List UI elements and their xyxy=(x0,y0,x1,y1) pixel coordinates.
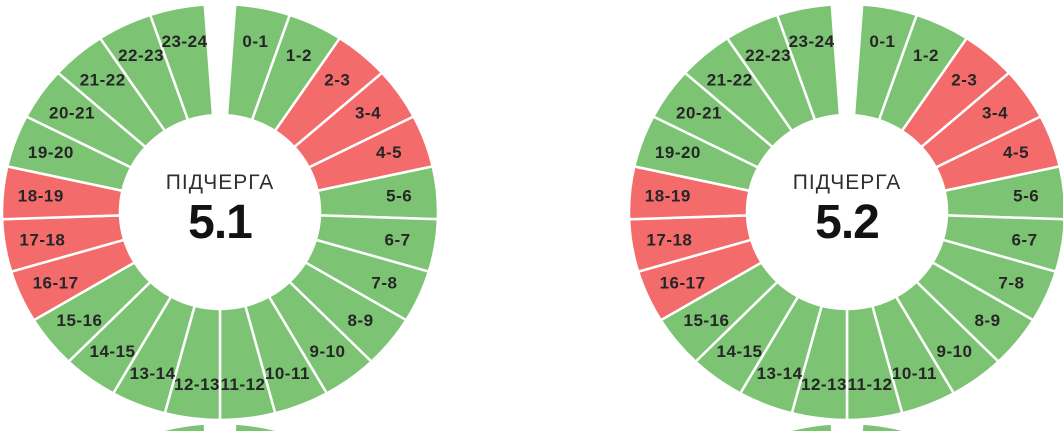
hour-label-17-18: 17-18 xyxy=(646,231,692,250)
hour-label-2-3: 2-3 xyxy=(951,71,977,90)
hour-label-5-6: 5-6 xyxy=(1013,186,1039,205)
hour-label-21-22: 21-22 xyxy=(707,71,753,90)
hour-label-19-20: 19-20 xyxy=(28,143,74,162)
next-chart-preview-segment xyxy=(782,422,834,431)
next-chart-preview-segment xyxy=(155,422,207,431)
hour-label-9-10: 9-10 xyxy=(936,342,972,361)
hour-label-10-11: 10-11 xyxy=(892,364,937,383)
donut-ring-5-1: 0-1 1-2 2-3 3-4 4-5 5-6 6-7 7-8 8-99-10 10-1111-1… xyxy=(0,3,440,431)
hour-label-5-6: 5-6 xyxy=(386,186,412,205)
hour-label-18-19: 18-19 xyxy=(18,186,64,205)
hour-label-0-1: 0-1 xyxy=(242,32,268,51)
hour-label-18-19: 18-19 xyxy=(645,186,691,205)
hour-label-3-4: 3-4 xyxy=(982,104,1008,123)
next-chart-preview-segment xyxy=(860,422,912,431)
hour-label-7-8: 7-8 xyxy=(998,273,1024,292)
hour-label-16-17: 16-17 xyxy=(33,273,79,292)
hour-label-11-12: 11-12 xyxy=(847,375,892,394)
hour-label-4-5: 4-5 xyxy=(376,143,402,162)
next-chart-preview-segment xyxy=(233,422,285,431)
hour-label-0-1: 0-1 xyxy=(869,32,895,51)
hour-label-7-8: 7-8 xyxy=(371,273,397,292)
hour-label-23-24: 23-24 xyxy=(789,32,835,51)
hour-label-14-15: 14-15 xyxy=(717,342,763,361)
hour-label-20-21: 20-21 xyxy=(49,104,95,123)
hour-label-12-13: 12-13 xyxy=(801,375,847,394)
hour-label-20-21: 20-21 xyxy=(676,104,722,123)
hour-label-13-14: 13-14 xyxy=(130,364,176,383)
hour-label-6-7: 6-7 xyxy=(385,231,411,250)
donut-chart-queue-5-1: 0-1 1-2 2-3 3-4 4-5 5-6 6-7 7-8 8-9 9-10 10-11 11-1… xyxy=(0,0,531,431)
hour-label-12-13: 12-13 xyxy=(174,375,220,394)
hour-label-1-2: 1-2 xyxy=(286,46,312,65)
hour-label-22-23: 22-23 xyxy=(118,46,164,65)
hour-label-1-2: 1-2 xyxy=(913,46,939,65)
hour-label-2-3: 2-3 xyxy=(324,71,350,90)
hour-label-3-4: 3-4 xyxy=(355,104,381,123)
hour-label-8-9: 8-9 xyxy=(974,311,1000,330)
hour-segment-23-24-on xyxy=(148,3,215,122)
hour-label-19-20: 19-20 xyxy=(655,143,701,162)
hour-label-10-11: 10-11 xyxy=(265,364,310,383)
hour-label-15-16: 15-16 xyxy=(684,311,730,330)
hour-label-16-17: 16-17 xyxy=(660,273,706,292)
donut-ring-5-2: 0-1 1-2 2-3 3-4 4-5 5-6 6-7 7-8 8-99-10 10-1111-1… xyxy=(627,3,1063,431)
hour-label-11-12: 11-12 xyxy=(220,375,265,394)
hour-label-6-7: 6-7 xyxy=(1012,231,1038,250)
hour-label-4-5: 4-5 xyxy=(1003,143,1029,162)
hour-label-15-16: 15-16 xyxy=(57,311,103,330)
hour-label-17-18: 17-18 xyxy=(19,231,65,250)
hour-label-22-23: 22-23 xyxy=(745,46,791,65)
hour-label-14-15: 14-15 xyxy=(90,342,136,361)
hour-segment-23-24-on xyxy=(775,3,842,122)
hour-label-21-22: 21-22 xyxy=(80,71,126,90)
hour-label-13-14: 13-14 xyxy=(757,364,803,383)
hour-label-23-24: 23-24 xyxy=(162,32,208,51)
hour-label-8-9: 8-9 xyxy=(347,311,373,330)
hour-label-9-10: 9-10 xyxy=(309,342,345,361)
donut-chart-queue-5-2: 0-1 1-2 2-3 3-4 4-5 5-6 6-7 7-8 8-9 9-10 10-11 11-1… xyxy=(531,0,1063,431)
